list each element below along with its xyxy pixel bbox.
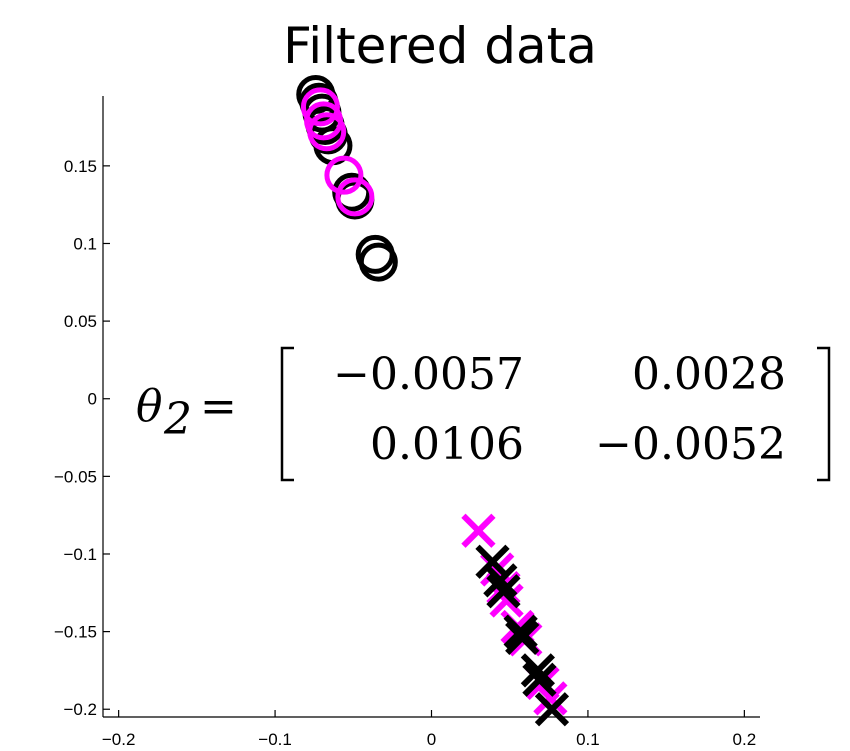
left-matrix-bracket bbox=[280, 346, 294, 482]
y-tick-label: −0.05 bbox=[54, 467, 97, 486]
x-marker bbox=[520, 653, 555, 688]
circle-marker bbox=[335, 177, 375, 217]
x-marker-stroke bbox=[483, 563, 518, 598]
x-marker bbox=[489, 583, 524, 618]
matrix-cell-r2c2: −0.0052 bbox=[595, 419, 786, 470]
x-marker bbox=[475, 544, 510, 579]
equals-sign: = bbox=[200, 381, 237, 432]
right-matrix-bracket bbox=[817, 346, 831, 482]
circle-marker bbox=[324, 155, 364, 195]
data-points bbox=[296, 74, 570, 727]
x-marker-stroke bbox=[533, 681, 568, 716]
x-tick-label: 0.1 bbox=[576, 730, 600, 749]
x-marker bbox=[461, 513, 496, 548]
x-tick-label: 0.2 bbox=[733, 730, 757, 749]
x-tick-label: −0.2 bbox=[102, 730, 136, 749]
x-marker bbox=[503, 614, 538, 649]
x-tick-label: 0 bbox=[427, 730, 436, 749]
circle-marker bbox=[358, 242, 398, 282]
x-marker bbox=[534, 692, 570, 727]
x-tick-label: −0.1 bbox=[258, 730, 292, 749]
y-tick-label: 0.1 bbox=[73, 234, 97, 253]
y-tick-label: −0.15 bbox=[54, 623, 97, 642]
matrix-cell-r1c1: −0.0057 bbox=[333, 349, 524, 400]
x-marker-stroke bbox=[505, 620, 540, 655]
y-tick-label: −0.2 bbox=[63, 700, 97, 719]
x-marker-stroke bbox=[520, 653, 555, 688]
x-marker bbox=[486, 574, 521, 609]
x-marker bbox=[533, 681, 568, 716]
matrix-cell-r1c2: 0.0028 bbox=[632, 349, 786, 400]
x-marker-stroke bbox=[503, 614, 538, 649]
ticks: −0.2 −0.1 0 0.1 0.2 −0.2 −0.15 −0.1 −0.05 0 0.05 0.… bbox=[54, 157, 756, 749]
x-marker-stroke bbox=[486, 574, 521, 609]
y-tick-label: 0.15 bbox=[64, 157, 97, 176]
x-marker-stroke bbox=[489, 583, 524, 618]
y-tick-label: 0 bbox=[88, 390, 97, 409]
chart-title: Filtered data bbox=[283, 17, 597, 75]
y-tick-label: −0.1 bbox=[63, 545, 97, 564]
x-marker-stroke bbox=[475, 544, 510, 579]
circle-marker bbox=[307, 112, 347, 152]
y-tick-label: 0.05 bbox=[64, 312, 97, 331]
x-marker-stroke bbox=[461, 513, 496, 548]
x-marker bbox=[505, 620, 540, 655]
x-marker bbox=[483, 563, 518, 598]
x-marker-stroke bbox=[522, 662, 557, 697]
x-marker bbox=[522, 662, 557, 697]
circle-marker bbox=[300, 87, 340, 127]
matrix-cell-r2c1: 0.0106 bbox=[370, 419, 524, 470]
theta-matrix-annotation: θ 2 = −0.0057 0.0028 0.0106 −0.0052 bbox=[136, 346, 831, 482]
theta-subscript: 2 bbox=[163, 394, 192, 445]
theta-symbol: θ bbox=[136, 381, 163, 432]
x-marker-stroke bbox=[534, 692, 570, 727]
